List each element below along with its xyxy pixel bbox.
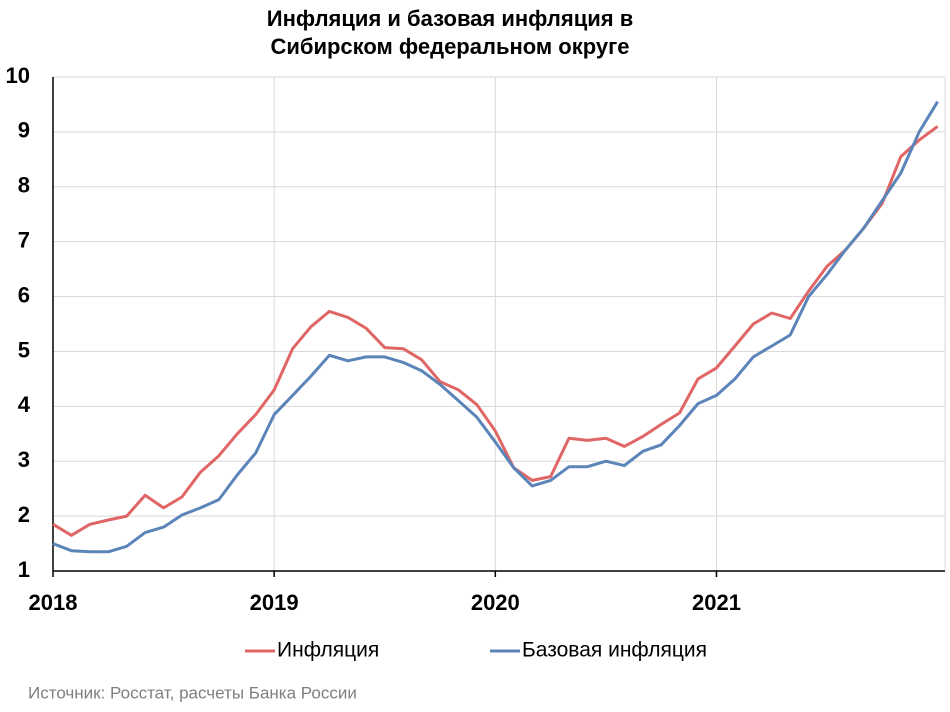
y-tick-label: 6 [18,282,30,307]
x-tick-label: 2021 [692,590,741,615]
y-tick-label: 1 [18,557,30,582]
x-tick-label: 2020 [471,590,520,615]
source-note: Источник: Росстат, расчеты Банка России [28,683,357,702]
y-tick-label: 2 [18,502,30,527]
series-line [52,125,939,537]
chart-title: Инфляция и базовая инфляция в Сибирском ф… [267,6,633,59]
y-tick-label: 4 [18,392,31,417]
x-tick-label: 2018 [29,590,78,615]
legend-label: Базовая инфляция [522,639,707,662]
y-tick-label: 7 [18,227,30,252]
y-tick-label: 9 [18,118,30,143]
x-tick-label: 2019 [250,590,299,615]
y-tick-label: 10 [6,63,30,88]
y-tick-label: 8 [18,173,30,198]
legend-label: Инфляция [277,639,379,662]
series-line [52,100,939,554]
y-tick-label: 3 [18,447,30,472]
y-tick-label: 5 [18,337,30,362]
